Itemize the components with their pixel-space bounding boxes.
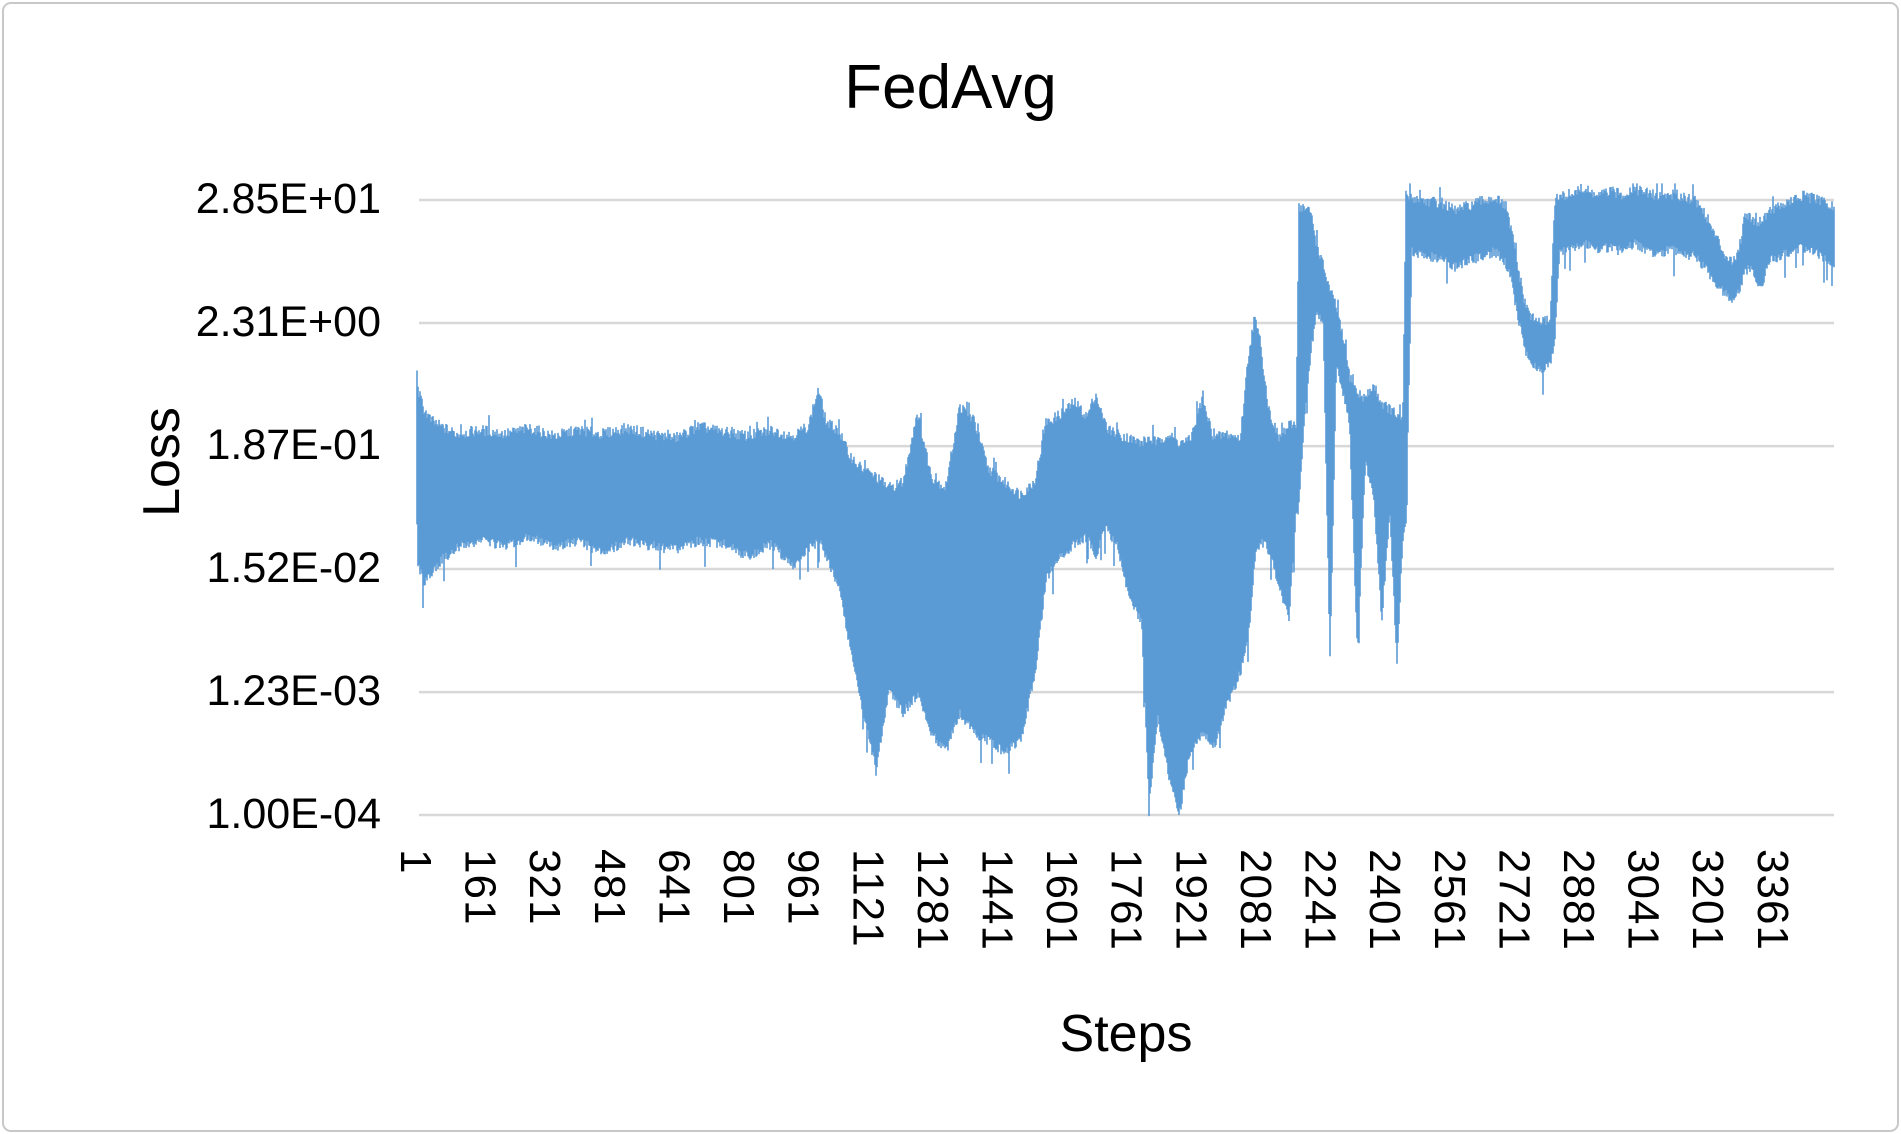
x-tick-label: 481 [584,849,634,926]
x-tick-label: 1601 [1037,849,1087,951]
x-tick-label: 1121 [843,849,893,948]
x-tick-label: 1441 [972,849,1022,951]
x-tick-label: 161 [455,849,505,926]
x-tick-label: 1281 [907,849,957,951]
x-tick-label: 2081 [1230,849,1280,951]
y-tick-label: 1.52E-02 [206,544,381,593]
y-tick-label: 1.87E-01 [206,421,381,470]
x-tick-label: 3201 [1683,849,1733,951]
loss-series-line [416,183,1835,817]
x-tick-label: 3041 [1618,849,1668,951]
y-tick-label: 2.85E+01 [195,175,381,224]
x-axis-title: Steps [1059,1005,1193,1063]
x-tick-label: 641 [649,849,699,926]
x-tick-label: 2881 [1553,849,1603,951]
plot-area [416,183,1835,817]
x-tick-label: 1761 [1101,849,1151,951]
y-axis-title: Loss [133,407,191,517]
chart-title: FedAvg [844,53,1057,122]
x-tick-label: 1921 [1166,849,1216,951]
x-tick-label: 3361 [1747,849,1797,951]
y-tick-label: 1.23E-03 [206,667,381,716]
x-tick-label: 801 [714,849,764,926]
x-tick-label: 2721 [1489,849,1539,951]
y-tick-label: 1.00E-04 [206,790,381,838]
x-tick-label: 321 [520,849,570,926]
x-tick-label: 1 [391,849,440,875]
x-tick-label: 2561 [1424,849,1474,951]
x-tick-label: 961 [778,849,828,926]
x-tick-label: 2401 [1360,849,1410,951]
y-tick-label: 2.31E+00 [195,298,381,347]
x-tick-label: 2241 [1295,849,1345,951]
